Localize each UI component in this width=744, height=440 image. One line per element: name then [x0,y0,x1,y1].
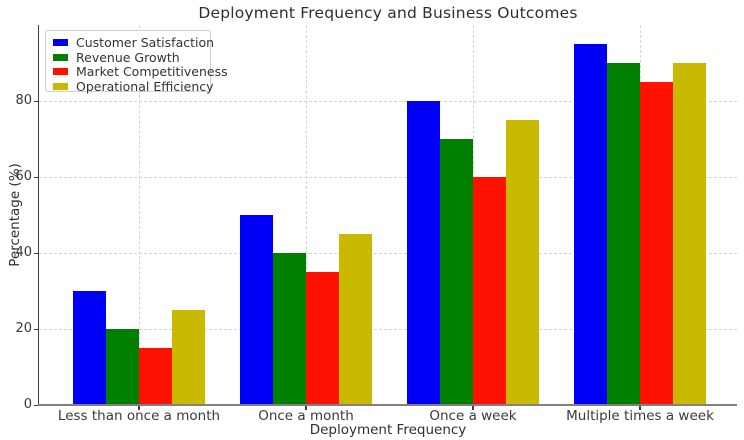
y-tick-label-80: 80 [15,93,32,108]
bar-operational-efficiency-once-a-month [339,234,372,405]
y-tick-mark-80 [33,100,38,102]
bar-customer-satisfaction-multiple-times-a-week [574,44,607,405]
bar-customer-satisfaction-once-a-week [407,101,440,405]
legend-swatch-customer-satisfaction [53,39,68,47]
x-axis-title: Deployment Frequency [309,422,467,438]
y-tick-mark-60 [33,176,38,178]
y-axis-spine [37,25,39,406]
y-tick-mark-20 [33,328,38,330]
bar-revenue-growth-once-a-week [440,139,473,405]
y-tick-mark-0 [33,404,38,406]
gridline-y-40 [39,253,737,254]
x-tick-mark-once-a-month [305,406,307,410]
gridline-y-60 [39,177,737,178]
gridline-y-20 [39,329,737,330]
bar-market-competitiveness-once-a-month [306,272,339,405]
legend-swatch-market-competitiveness [53,68,68,76]
legend-item-revenue-growth: Revenue Growth [53,49,202,65]
bar-operational-efficiency-multiple-times-a-week [673,63,706,405]
y-axis-title: Percentage (%) [7,163,23,267]
bar-operational-efficiency-less-than-once-a-month [172,310,205,405]
y-tick-label-40: 40 [15,245,32,260]
bar-customer-satisfaction-less-than-once-a-month [73,291,106,405]
legend-swatch-revenue-growth [53,53,68,61]
x-tick-mark-multiple-times-a-week [639,406,641,410]
bar-customer-satisfaction-once-a-month [240,215,273,405]
x-tick-mark-once-a-week [472,406,474,410]
y-tick-mark-40 [33,252,38,254]
bar-market-competitiveness-less-than-once-a-month [139,348,172,405]
bar-operational-efficiency-once-a-week [506,120,539,405]
legend-label-customer-satisfaction: Customer Satisfaction [76,35,215,51]
y-tick-label-20: 20 [15,321,32,336]
x-tick-label-less-than-once-a-month: Less than once a month [57,408,221,424]
gridline-y-80 [39,101,737,102]
y-tick-label-60: 60 [15,169,32,184]
legend-swatch-operational-efficiency [53,83,68,91]
bar-revenue-growth-once-a-month [273,253,306,405]
gridline-x-less-than-once-a-month [139,25,140,405]
legend-label-market-competitiveness: Market Competitiveness [76,64,228,80]
y-tick-label-0: 0 [23,397,32,412]
legend-label-operational-efficiency: Operational Efficiency [76,79,214,95]
bar-market-competitiveness-multiple-times-a-week [640,82,673,405]
legend-items: Customer Satisfaction Revenue Growth Marke… [53,35,228,94]
bar-market-competitiveness-once-a-week [473,177,506,405]
chart-title: Deployment Frequency and Business Outcom… [198,4,578,22]
gridline-x-once-a-month [306,25,307,405]
bar-revenue-growth-multiple-times-a-week [607,63,640,405]
x-tick-label-multiple-times-a-week: Multiple times a week [566,408,714,424]
x-tick-mark-less-than-once-a-month [138,406,140,410]
x-axis-spine [37,404,737,406]
legend-item-operational-efficiency: Operational Efficiency [53,79,214,94]
legend-item-market-competitiveness: Market Competitiveness [53,64,228,79]
x-tick-label-once-a-month: Once a month [258,408,354,424]
legend-label-revenue-growth: Revenue Growth [76,49,180,65]
legend: Customer Satisfaction Revenue Growth Marke… [45,30,228,94]
x-tick-label-once-a-week: Once a week [429,408,517,424]
legend-item-customer-satisfaction: Customer Satisfaction [53,35,214,50]
bar-revenue-growth-less-than-once-a-month [106,329,139,405]
